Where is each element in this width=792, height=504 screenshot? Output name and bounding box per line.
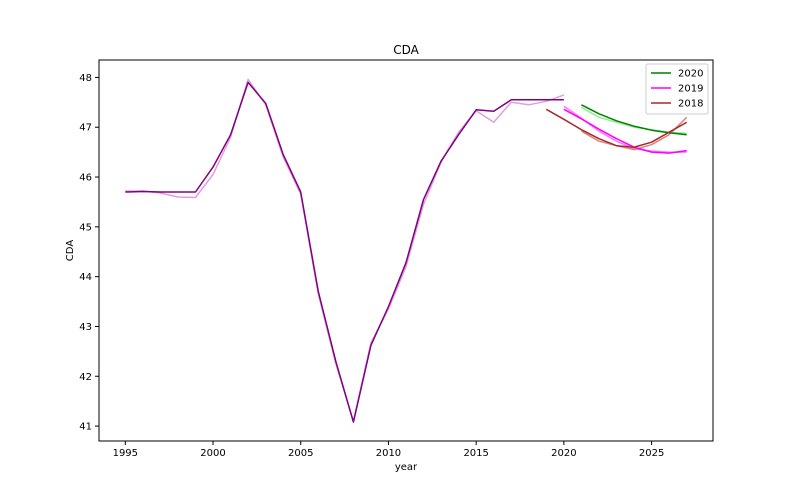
legend-label-2020: 2020 [678, 69, 703, 80]
series-line-2018 [545, 108, 688, 148]
x-tick-label: 2010 [376, 448, 401, 459]
x-tick-label: 2020 [551, 448, 576, 459]
x-tick-label: 2005 [288, 448, 313, 459]
legend-label-2018: 2018 [678, 99, 703, 110]
y-axis-label: CDA [65, 240, 76, 262]
x-axis-label: year [395, 462, 418, 473]
y-tick-label: 45 [79, 222, 92, 233]
y-tick-label: 44 [79, 272, 92, 283]
x-tick-label: 2000 [200, 448, 225, 459]
plot-frame [98, 59, 714, 442]
y-tick-label: 42 [79, 372, 92, 383]
legend-label-2019: 2019 [678, 84, 703, 95]
x-axis: 1995 2000 2005 2010 2015 2020 2025 [113, 441, 664, 459]
y-tick-label: 47 [79, 123, 92, 134]
x-tick-label: 2025 [639, 448, 664, 459]
x-tick-label: 2015 [463, 448, 488, 459]
series-line-1 [125, 81, 564, 423]
y-tick-label: 43 [79, 322, 92, 333]
legend: 2020 2019 2018 [645, 63, 709, 115]
y-tick-label: 41 [79, 422, 92, 433]
series-layer [125, 78, 688, 423]
y-axis: 41 42 43 44 45 46 47 48 [79, 73, 99, 433]
chart-title: CDA [393, 43, 419, 57]
y-tick-label: 46 [79, 173, 92, 184]
y-tick-label: 48 [79, 73, 92, 84]
x-tick-label: 1995 [113, 448, 138, 459]
legend-box [645, 63, 709, 115]
series-line-4 [581, 116, 688, 151]
series-line-0 [125, 78, 565, 422]
series-line-2019 [563, 108, 687, 154]
